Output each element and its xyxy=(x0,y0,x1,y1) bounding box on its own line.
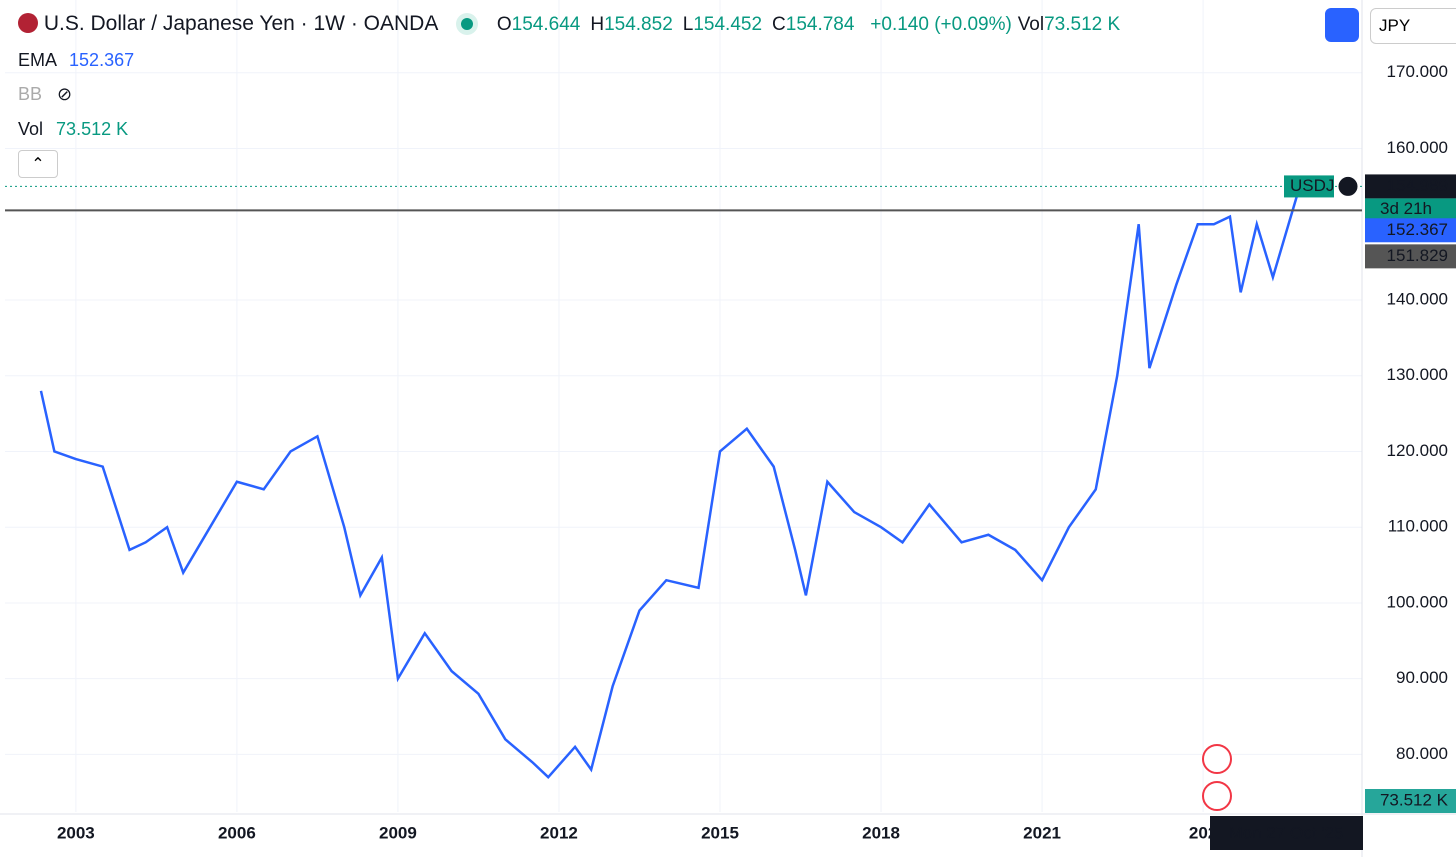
countdown: 3d 21h xyxy=(1380,199,1432,218)
last-price-label: 154.989 xyxy=(1387,176,1448,195)
event-marker xyxy=(1202,781,1232,811)
ohlc-key: H xyxy=(590,14,605,35)
y-tick-label: 120.000 xyxy=(1387,441,1448,460)
y-tick-label: 170.000 xyxy=(1387,62,1448,81)
indicator: Vol 73.512 K xyxy=(18,119,128,140)
header: U.S. Dollar / Japanese Yen · 1W · OANDA … xyxy=(18,12,1120,36)
ohlc-key: L xyxy=(682,14,694,35)
x-tick-label: 2018 xyxy=(862,823,900,842)
x-tick-label: 2006 xyxy=(218,823,256,842)
indicator-name: EMA xyxy=(18,50,57,70)
x-tick-label: 2015 xyxy=(701,823,739,842)
countdown-box xyxy=(1365,198,1456,221)
indicator: EMA 152.367 xyxy=(18,50,134,71)
symbol-tag-box xyxy=(1284,175,1334,198)
symbol-tag: USDJ xyxy=(1290,176,1334,195)
vol-key: Vol xyxy=(1017,14,1045,35)
crosshair-date: Mon 27 Oct '25 xyxy=(1229,823,1344,842)
indicator-name: BB xyxy=(18,84,43,104)
change: +0.140 (+0.09%) xyxy=(870,14,1012,35)
layout-button[interactable] xyxy=(1325,8,1359,42)
add-button xyxy=(1337,175,1359,197)
ohlc-value: 154.852 xyxy=(604,14,673,35)
hline-label-box xyxy=(1365,244,1456,269)
ohlc-value: 154.784 xyxy=(785,14,855,35)
x-tick-label: 2021 xyxy=(1023,823,1061,842)
ohlc-key: O xyxy=(496,14,512,35)
y-tick-label: 80.000 xyxy=(1396,744,1448,763)
y-tick-label: 160.000 xyxy=(1387,138,1448,157)
y-tick-label: 90.000 xyxy=(1396,668,1448,687)
hline-label: 151.829 xyxy=(1387,246,1448,265)
ema-label: 152.367 xyxy=(1387,220,1448,239)
indicator-value: 73.512 K xyxy=(56,119,129,139)
y-tick-label: 130.000 xyxy=(1387,365,1448,384)
price-line xyxy=(39,185,1301,779)
y-tick-label: 110.000 xyxy=(1388,517,1448,536)
indicator: BB ⊘ xyxy=(18,84,73,104)
vol-axis-label: 73.512 K xyxy=(1380,790,1449,809)
vol-value: 73.512 K xyxy=(1044,14,1121,35)
last-price-label-box xyxy=(1365,174,1456,199)
currency-select[interactable]: JPY xyxy=(1370,8,1456,44)
y-tick-label: 140.000 xyxy=(1387,289,1448,308)
ema-label-box xyxy=(1365,218,1456,243)
ohlc-value: 154.452 xyxy=(693,14,763,35)
x-tick-label: 2003 xyxy=(57,823,95,842)
event-marker xyxy=(1202,744,1232,774)
vol-label-box xyxy=(1365,789,1456,813)
crosshair-date-box xyxy=(1210,816,1363,850)
x-tick-label: 2012 xyxy=(540,823,578,842)
indicator-name: Vol xyxy=(18,119,44,139)
collapse-button[interactable]: ⌃ xyxy=(18,150,58,178)
symbol-title[interactable]: U.S. Dollar / Japanese Yen · 1W · OANDA xyxy=(43,12,438,35)
ohlc-value: 154.644 xyxy=(511,14,581,35)
indicator-value: 152.367 xyxy=(69,50,135,70)
y-tick-label: 100.000 xyxy=(1387,592,1448,611)
ohlc-key: C xyxy=(772,14,786,35)
x-tick-label: 2009 xyxy=(379,823,417,842)
